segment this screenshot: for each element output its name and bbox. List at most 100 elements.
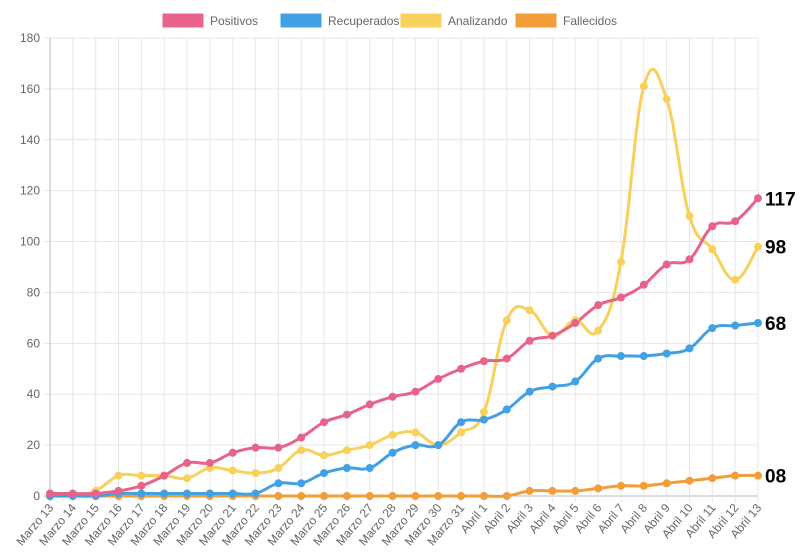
data-point-fallecidos bbox=[639, 481, 648, 490]
data-point-recuperados bbox=[754, 318, 762, 327]
data-point-positivos bbox=[685, 255, 694, 264]
data-points bbox=[46, 82, 762, 500]
end-labels: 117 68 98 08 bbox=[765, 189, 796, 487]
series-line-analizando bbox=[49, 67, 760, 498]
data-point-positivos bbox=[342, 410, 351, 419]
y-tick-label: 140 bbox=[20, 133, 40, 147]
data-point-recuperados bbox=[434, 441, 443, 450]
data-point-analizando bbox=[639, 82, 648, 91]
data-point-positivos bbox=[137, 481, 146, 490]
data-point-fallecidos bbox=[594, 484, 603, 493]
data-point-analizando bbox=[365, 441, 374, 450]
data-point-analizando bbox=[251, 469, 260, 478]
data-point-positivos bbox=[251, 443, 260, 452]
data-point-fallecidos bbox=[457, 492, 466, 500]
data-point-positivos bbox=[434, 374, 443, 383]
data-point-analizando bbox=[183, 474, 192, 483]
legend-label[interactable]: Recuperados bbox=[328, 14, 399, 28]
data-point-recuperados bbox=[320, 469, 329, 478]
data-point-fallecidos bbox=[731, 471, 740, 480]
data-point-positivos bbox=[479, 357, 488, 366]
data-point-positivos bbox=[46, 489, 54, 498]
data-point-positivos bbox=[594, 301, 603, 310]
data-point-analizando bbox=[525, 306, 534, 315]
data-point-recuperados bbox=[228, 489, 237, 498]
data-point-fallecidos bbox=[320, 492, 329, 500]
data-point-recuperados bbox=[479, 415, 488, 424]
data-point-analizando bbox=[228, 466, 237, 475]
data-point-positivos bbox=[754, 194, 762, 203]
series-line-recuperados bbox=[50, 321, 759, 498]
data-point-fallecidos bbox=[754, 471, 762, 480]
data-point-positivos bbox=[616, 293, 625, 302]
legend-label[interactable]: Analizando bbox=[448, 14, 508, 28]
data-point-fallecidos bbox=[434, 492, 443, 500]
end-label-analizando: 98 bbox=[765, 238, 786, 259]
data-point-positivos bbox=[91, 489, 100, 498]
data-point-analizando bbox=[502, 316, 511, 325]
data-point-recuperados bbox=[525, 387, 534, 396]
data-point-fallecidos bbox=[571, 486, 580, 495]
data-point-positivos bbox=[548, 331, 557, 340]
data-point-fallecidos bbox=[388, 492, 397, 500]
data-point-analizando bbox=[594, 326, 603, 335]
series-lines bbox=[49, 67, 760, 498]
legend-item-fallecidos[interactable]: Fallecidos bbox=[515, 13, 617, 28]
data-point-fallecidos bbox=[411, 492, 420, 500]
data-point-fallecidos bbox=[342, 492, 351, 500]
data-point-fallecidos bbox=[365, 492, 374, 500]
data-point-analizando bbox=[137, 471, 146, 480]
data-point-analizando bbox=[731, 275, 740, 284]
data-point-positivos bbox=[365, 400, 374, 409]
data-point-fallecidos bbox=[685, 476, 694, 485]
data-point-recuperados bbox=[183, 489, 192, 498]
data-point-positivos bbox=[457, 364, 466, 373]
data-point-fallecidos bbox=[548, 486, 557, 495]
legend[interactable]: Positivos Recuperados Analizando Fallecidos bbox=[162, 13, 617, 28]
data-point-recuperados bbox=[548, 382, 557, 391]
y-tick-label: 60 bbox=[27, 336, 41, 350]
end-label-positivos: 117 bbox=[765, 189, 796, 210]
data-point-fallecidos bbox=[525, 486, 534, 495]
legend-item-analizando[interactable]: Analizando bbox=[400, 13, 508, 28]
data-point-recuperados bbox=[616, 352, 625, 361]
data-point-analizando bbox=[662, 95, 671, 104]
data-point-positivos bbox=[639, 280, 648, 289]
data-point-positivos bbox=[320, 418, 329, 427]
data-point-recuperados bbox=[594, 354, 603, 363]
data-point-fallecidos bbox=[479, 492, 488, 500]
data-point-fallecidos bbox=[502, 492, 511, 500]
y-tick-label: 80 bbox=[27, 285, 41, 299]
data-point-fallecidos bbox=[274, 492, 283, 500]
y-tick-label: 120 bbox=[20, 184, 40, 198]
legend-swatch[interactable] bbox=[162, 13, 204, 28]
legend-label[interactable]: Fallecidos bbox=[563, 14, 617, 28]
data-point-recuperados bbox=[502, 405, 511, 414]
legend-item-recuperados[interactable]: Recuperados bbox=[280, 13, 399, 28]
data-point-recuperados bbox=[137, 489, 146, 498]
data-point-analizando bbox=[457, 428, 466, 437]
data-point-recuperados bbox=[662, 349, 671, 358]
data-point-positivos bbox=[662, 260, 671, 269]
data-point-recuperados bbox=[685, 344, 694, 353]
y-tick-label: 20 bbox=[27, 438, 41, 452]
data-point-positivos bbox=[388, 392, 397, 401]
data-point-positivos bbox=[160, 471, 169, 480]
legend-swatch[interactable] bbox=[400, 13, 442, 28]
legend-swatch[interactable] bbox=[280, 13, 322, 28]
data-point-fallecidos bbox=[708, 474, 717, 483]
legend-item-positivos[interactable]: Positivos bbox=[162, 13, 258, 28]
end-label-recuperados: 68 bbox=[765, 314, 786, 335]
data-point-recuperados bbox=[457, 418, 466, 427]
data-point-positivos bbox=[205, 458, 214, 467]
legend-swatch[interactable] bbox=[515, 13, 557, 28]
data-point-analizando bbox=[342, 446, 351, 455]
data-point-analizando bbox=[114, 471, 123, 480]
legend-label[interactable]: Positivos bbox=[210, 14, 258, 28]
data-point-recuperados bbox=[731, 321, 740, 330]
data-point-recuperados bbox=[160, 489, 169, 498]
data-point-analizando bbox=[411, 428, 420, 437]
data-point-positivos bbox=[502, 354, 511, 363]
